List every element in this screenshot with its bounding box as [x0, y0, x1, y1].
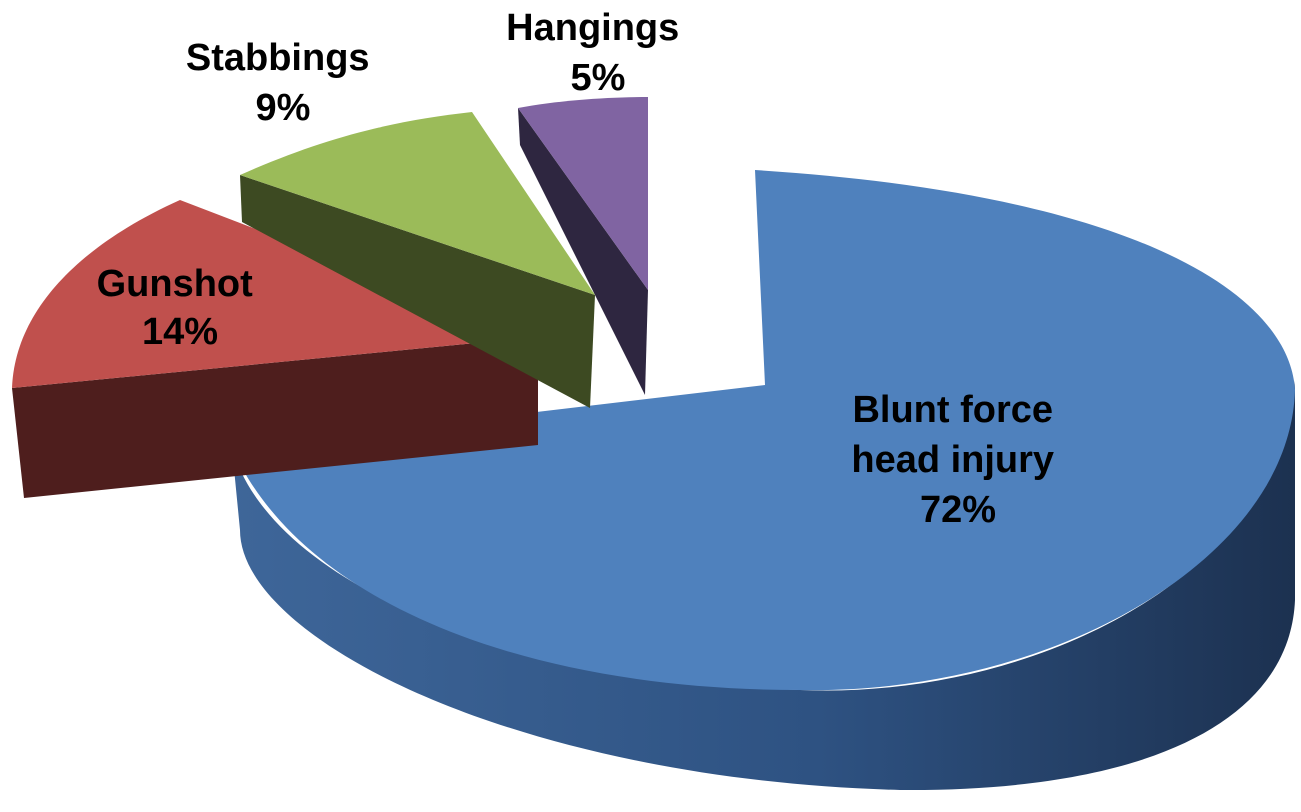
slice-gunshot-top [12, 200, 538, 388]
label-gunshot-name: Gunshot [97, 263, 254, 305]
label-blunt-force: Blunt force head injury 72% [851, 389, 1064, 531]
label-gunshot: Gunshot 14% [97, 263, 264, 353]
slice-blunt-force-top [232, 170, 1295, 691]
slice-blunt-force-side [232, 380, 1295, 791]
label-stabbings-percent: 9% [256, 87, 311, 129]
label-blunt-force-line-1: Blunt force [852, 389, 1053, 431]
slice-gunshot [12, 200, 538, 498]
slice-hangings-side [518, 108, 648, 395]
slice-blunt-force [232, 170, 1295, 791]
label-stabbings-name: Stabbings [186, 37, 370, 79]
slice-stabbings-top [240, 112, 595, 295]
slice-hangings [518, 97, 648, 395]
label-stabbings: Stabbings 9% [186, 37, 380, 129]
slice-gunshot-side [12, 337, 538, 498]
slice-hangings-top [518, 97, 648, 290]
slice-stabbings-side [240, 175, 595, 408]
slice-stabbings [240, 112, 595, 408]
label-hangings: Hangings 5% [506, 7, 690, 99]
label-hangings-percent: 5% [571, 57, 626, 99]
label-hangings-name: Hangings [506, 7, 679, 49]
label-blunt-force-percent: 72% [920, 489, 996, 531]
label-gunshot-percent: 14% [142, 311, 218, 353]
label-blunt-force-line-2: head injury [851, 439, 1054, 481]
